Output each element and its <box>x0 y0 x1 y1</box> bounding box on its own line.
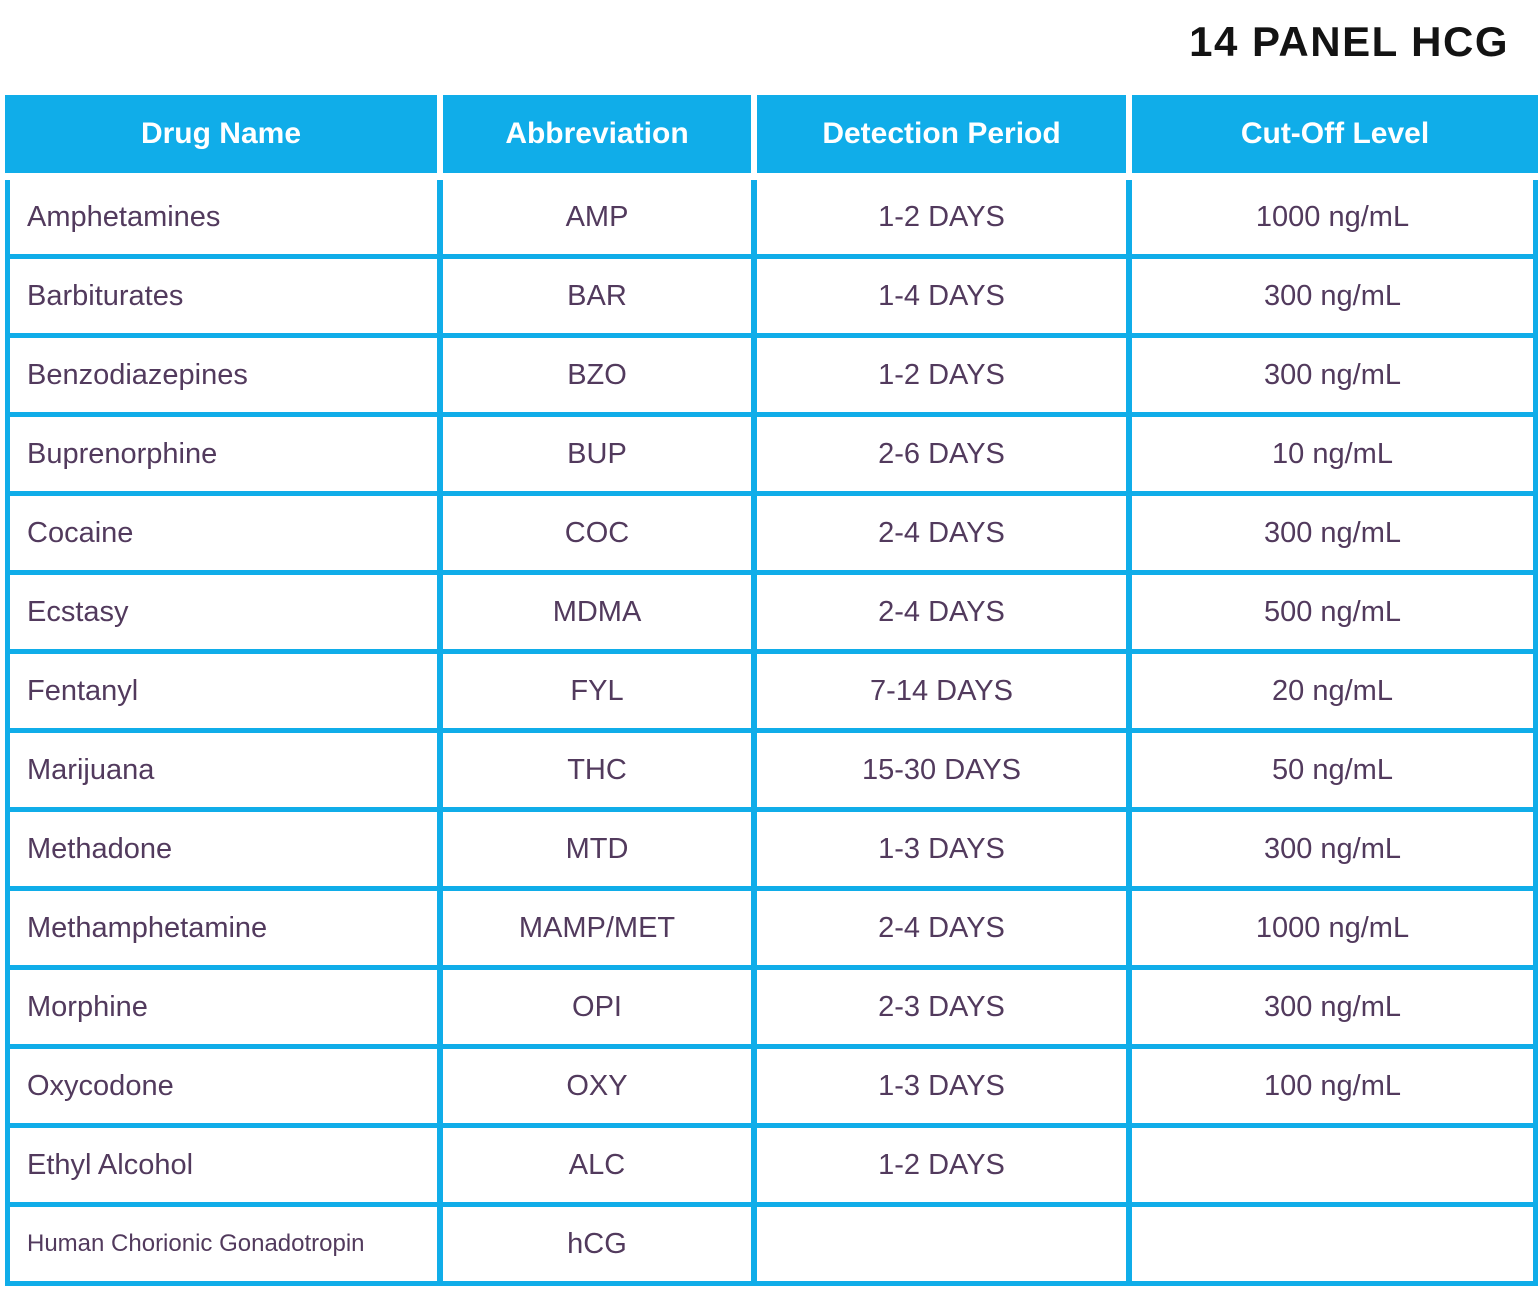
table-body: Amphetamines AMP 1-2 DAYS 1000 ng/mL Bar… <box>5 180 1538 1286</box>
detection-period-cell: 15-30 DAYS <box>757 733 1126 807</box>
drug-name-cell: Methadone <box>10 812 437 886</box>
detection-period-cell <box>757 1207 1126 1281</box>
detection-period-cell: 2-4 DAYS <box>757 891 1126 965</box>
detection-period-cell: 2-4 DAYS <box>757 496 1126 570</box>
abbreviation-cell: FYL <box>443 654 751 728</box>
page-title: 14 PANEL HCG <box>1189 18 1509 65</box>
drug-name-cell: Methamphetamine <box>10 891 437 965</box>
abbreviation-cell: AMP <box>443 180 751 254</box>
abbreviation-cell: BUP <box>443 417 751 491</box>
drug-name-cell: Morphine <box>10 970 437 1044</box>
detection-period-cell: 2-3 DAYS <box>757 970 1126 1044</box>
abbreviation-cell: ALC <box>443 1128 751 1202</box>
cut-off-level-cell: 300 ng/mL <box>1132 259 1533 333</box>
detection-period-cell: 1-3 DAYS <box>757 812 1126 886</box>
detection-period-cell: 1-2 DAYS <box>757 180 1126 254</box>
drug-name-cell: Barbiturates <box>10 259 437 333</box>
abbreviation-cell: OPI <box>443 970 751 1044</box>
cut-off-level-cell <box>1132 1128 1533 1202</box>
cut-off-level-cell: 1000 ng/mL <box>1132 180 1533 254</box>
cut-off-level-cell: 10 ng/mL <box>1132 417 1533 491</box>
detection-period-cell: 2-4 DAYS <box>757 575 1126 649</box>
abbreviation-cell: BAR <box>443 259 751 333</box>
cut-off-level-cell: 300 ng/mL <box>1132 812 1533 886</box>
detection-period-cell: 7-14 DAYS <box>757 654 1126 728</box>
column-header-drug-name: Drug Name <box>5 95 437 173</box>
drug-name-cell: Buprenorphine <box>10 417 437 491</box>
column-header-cut-off-level: Cut-Off Level <box>1132 95 1538 173</box>
cut-off-level-cell: 20 ng/mL <box>1132 654 1533 728</box>
cut-off-level-cell: 1000 ng/mL <box>1132 891 1533 965</box>
drug-panel-table: Drug Name Abbreviation Detection Period … <box>5 95 1538 1286</box>
table-header-row: Drug Name Abbreviation Detection Period … <box>5 95 1538 173</box>
cut-off-level-cell <box>1132 1207 1533 1281</box>
drug-name-cell: Marijuana <box>10 733 437 807</box>
cut-off-level-cell: 300 ng/mL <box>1132 496 1533 570</box>
cut-off-level-cell: 300 ng/mL <box>1132 970 1533 1044</box>
detection-period-cell: 1-3 DAYS <box>757 1049 1126 1123</box>
drug-name-cell: Fentanyl <box>10 654 437 728</box>
detection-period-cell: 2-6 DAYS <box>757 417 1126 491</box>
abbreviation-cell: COC <box>443 496 751 570</box>
detection-period-cell: 1-2 DAYS <box>757 1128 1126 1202</box>
column-header-abbreviation: Abbreviation <box>443 95 751 173</box>
drug-name-cell: Benzodiazepines <box>10 338 437 412</box>
abbreviation-cell: hCG <box>443 1207 751 1281</box>
abbreviation-cell: MDMA <box>443 575 751 649</box>
detection-period-cell: 1-4 DAYS <box>757 259 1126 333</box>
abbreviation-cell: MAMP/MET <box>443 891 751 965</box>
drug-name-cell: Amphetamines <box>10 180 437 254</box>
drug-name-cell: Oxycodone <box>10 1049 437 1123</box>
drug-name-cell: Cocaine <box>10 496 437 570</box>
cut-off-level-cell: 500 ng/mL <box>1132 575 1533 649</box>
abbreviation-cell: THC <box>443 733 751 807</box>
drug-name-cell: Human Chorionic Gonadotropin <box>10 1207 437 1281</box>
abbreviation-cell: MTD <box>443 812 751 886</box>
cut-off-level-cell: 50 ng/mL <box>1132 733 1533 807</box>
drug-name-cell: Ethyl Alcohol <box>10 1128 437 1202</box>
abbreviation-cell: BZO <box>443 338 751 412</box>
cut-off-level-cell: 300 ng/mL <box>1132 338 1533 412</box>
abbreviation-cell: OXY <box>443 1049 751 1123</box>
cut-off-level-cell: 100 ng/mL <box>1132 1049 1533 1123</box>
detection-period-cell: 1-2 DAYS <box>757 338 1126 412</box>
drug-name-cell: Ecstasy <box>10 575 437 649</box>
column-header-detection-period: Detection Period <box>757 95 1126 173</box>
